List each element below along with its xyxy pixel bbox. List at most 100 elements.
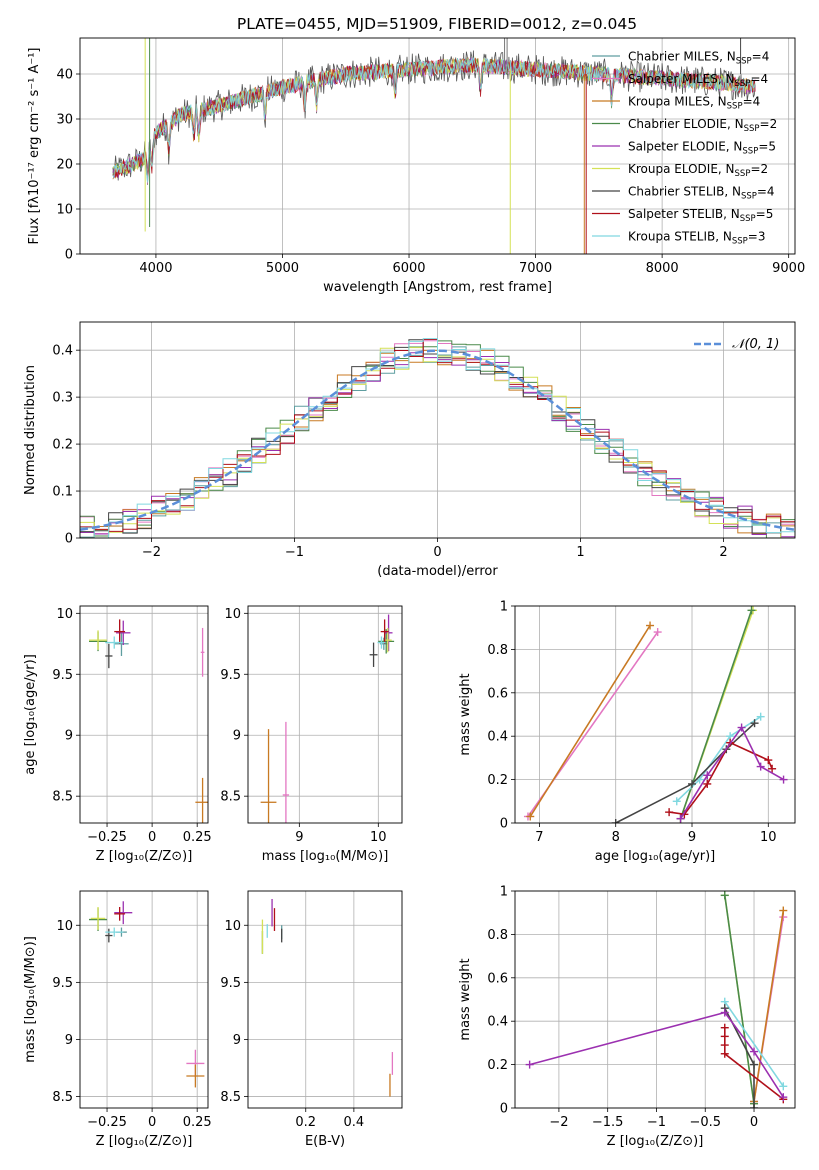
gridlines [248, 606, 402, 823]
mass-weight-line [724, 895, 755, 1104]
x-tick-label: 8 [612, 830, 620, 845]
x-tick-label: −0.5 [689, 1115, 721, 1130]
x-tick-label: −0.25 [87, 830, 127, 845]
y-tick-label: 0.8 [487, 928, 508, 943]
x-axis-label: mass [log₁₀(M/M⊙)] [262, 849, 389, 864]
y-tick-label: 9.5 [220, 976, 241, 991]
y-tick-label: 0 [500, 1102, 508, 1117]
plot-area [261, 898, 394, 1097]
gridlines [248, 891, 402, 1108]
legend-entry: Kroupa MILES, NSSP=4 [628, 95, 760, 112]
legend-entry: Salpeter ELODIE, NSSP=5 [628, 140, 776, 157]
y-axis-label: Normed distribution [23, 365, 38, 495]
y-tick-label: 9.5 [52, 668, 73, 683]
x-tick-label: 9 [688, 830, 696, 845]
plot-area [89, 901, 205, 1088]
y-tick-label: 8.5 [220, 1090, 241, 1105]
histogram-series [80, 338, 795, 538]
y-tick-label: 0 [65, 532, 73, 547]
mass-weight-line [676, 716, 762, 802]
x-tick-label: −2 [142, 545, 161, 560]
axes-frame [79, 605, 209, 824]
x-tick-label: 9000 [772, 261, 805, 276]
y-tick-label: 9.5 [52, 976, 73, 991]
y-axis-label: Flux [fλ10⁻¹⁷ erg cm⁻² s⁻¹ A⁻¹] [27, 48, 42, 245]
legend-entry: Salpeter STELIB, NSSP=5 [628, 207, 773, 224]
y-tick-label: 10 [224, 607, 241, 622]
x-tick-label: 0 [433, 545, 441, 560]
y-tick-label: 10 [56, 607, 73, 622]
legend-entry: 𝒩(0, 1) [732, 337, 779, 352]
legend-spectrum: Chabrier MILES, NSSP=4 Salpeter MILES, NS… [592, 50, 777, 247]
x-tick-label: 0.25 [183, 830, 212, 845]
x-tick-label: 5000 [266, 261, 299, 276]
panel-mass_ebv: 0.2 0.4 8.5 9 9.5 10 E(B-V) [220, 890, 403, 1149]
x-tick-label: −0.25 [87, 1115, 127, 1130]
y-tick-label: 10 [56, 203, 73, 218]
axes-frame [514, 890, 796, 1109]
x-tick-label: −1.5 [592, 1115, 624, 1130]
mass-weight-line [615, 722, 756, 823]
y-tick-label: 9.5 [220, 668, 241, 683]
y-tick-label: 9 [65, 729, 73, 744]
axes-frame [79, 37, 796, 255]
y-tick-label: 30 [56, 113, 73, 128]
x-tick-label: 0.2 [295, 1115, 316, 1130]
y-tick-label: 8.5 [52, 1090, 73, 1105]
panel-mw_Z: −2 −1.5 −1 −0.5 0 0 0.2 0.4 0.6 0.8 1 Z [log₁₀(Z/Z⊙… [458, 885, 796, 1149]
plot-area [89, 619, 208, 823]
x-tick-label: 10 [370, 830, 387, 845]
legend-entry: Kroupa STELIB, NSSP=3 [628, 230, 766, 247]
plot-area [260, 614, 395, 823]
x-tick-label: 8000 [646, 261, 679, 276]
legend-residuals: 𝒩(0, 1) [694, 337, 779, 352]
x-axis-label: age [log₁₀(age/yr)] [595, 849, 716, 864]
y-tick-label: 0.2 [487, 1058, 508, 1073]
gridlines [80, 606, 208, 823]
y-tick-label: 0.4 [487, 1015, 508, 1030]
y-tick-label: 1 [500, 600, 508, 615]
mass-weight-line [668, 741, 773, 816]
legend-entry: Chabrier MILES, NSSP=4 [628, 50, 769, 67]
mass-weight-line [753, 910, 785, 1102]
y-tick-label: 9 [233, 729, 241, 744]
plot-area [80, 338, 795, 538]
x-tick-label: 7 [535, 830, 543, 845]
y-tick-label: 0.6 [487, 686, 508, 701]
y-tick-label: 0.1 [52, 485, 73, 500]
x-tick-label: −1 [647, 1115, 666, 1130]
y-axis-label: age [log₁₀(age/yr)] [23, 654, 38, 775]
y-tick-label: 8.5 [52, 790, 73, 805]
x-axis-label: E(B-V) [305, 1134, 345, 1149]
gaussian-curve [80, 349, 795, 532]
figure-title: PLATE=0455, MJD=51909, FIBERID=0012, z=0… [237, 15, 637, 33]
mass-weight-line [724, 1001, 784, 1087]
y-tick-label: 0.2 [487, 773, 508, 788]
x-tick-label: 4000 [139, 261, 172, 276]
legend-entry: Kroupa ELODIE, NSSP=2 [628, 162, 768, 179]
x-axis-label: wavelength [Angstrom, rest frame] [323, 280, 552, 295]
panel-residuals: −2 −1 0 1 2 0 0.1 0.2 0.3 0.4 (data-model)/error No… [23, 321, 796, 579]
x-tick-label: 7000 [519, 261, 552, 276]
spectrum-line [112, 57, 756, 183]
y-tick-label: 0.6 [487, 971, 508, 986]
x-tick-label: 9 [295, 830, 303, 845]
legend-entry: Chabrier STELIB, NSSP=4 [628, 185, 775, 202]
x-tick-label: 0 [750, 1115, 758, 1130]
x-axis-label: Z [log₁₀(Z/Z⊙)] [96, 1134, 193, 1149]
mass-weight-line [529, 1011, 784, 1098]
y-tick-label: 0 [500, 817, 508, 832]
panel-age_Z: −0.25 0 0.25 8.5 9 9.5 10 Z [log₁₀(Z/Z⊙)] age [l… [23, 605, 212, 864]
axes-frame [79, 321, 796, 539]
panel-age_mass: 9 10 8.5 9 9.5 10 mass [log₁₀(M/M⊙)] [220, 605, 403, 864]
y-tick-label: 0.3 [52, 391, 73, 406]
y-tick-label: 10 [56, 919, 73, 934]
y-tick-label: 0.8 [487, 643, 508, 658]
y-axis-label: mass [log₁₀(M/M⊙)] [23, 936, 38, 1063]
x-tick-label: −2 [549, 1115, 568, 1130]
x-tick-label: 0 [148, 830, 156, 845]
y-tick-label: 9 [65, 1033, 73, 1048]
y-tick-label: 0.4 [487, 730, 508, 745]
gridlines [515, 605, 795, 824]
